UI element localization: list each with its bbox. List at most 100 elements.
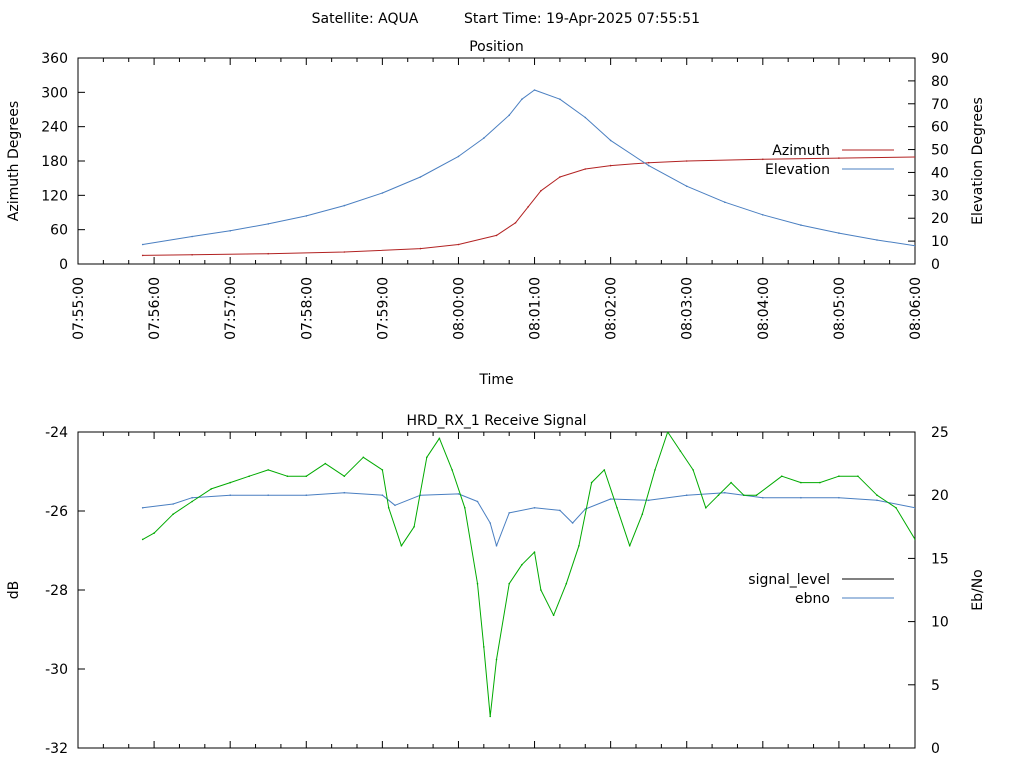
data-point <box>267 252 270 255</box>
data-point <box>743 494 745 497</box>
y2-tick-label: 80 <box>931 74 949 90</box>
data-point <box>762 158 764 161</box>
series-line-Azimuth <box>142 156 915 256</box>
data-point <box>267 223 270 225</box>
data-point <box>895 507 897 509</box>
data-point <box>508 512 511 514</box>
data-point <box>476 500 479 503</box>
data-point <box>876 499 878 502</box>
data-point <box>914 244 915 247</box>
data-point <box>565 582 568 585</box>
data-point <box>584 116 587 119</box>
y-tick-label: -28 <box>45 583 68 599</box>
y2-tick-label: 15 <box>931 551 949 567</box>
data-point <box>647 499 650 502</box>
x-tick-label: 08:01:00 <box>528 277 544 340</box>
legend-label: Azimuth <box>772 143 830 159</box>
data-point <box>838 475 840 478</box>
legend-label: signal_level <box>748 572 830 588</box>
data-point <box>578 545 580 547</box>
data-point <box>394 504 396 507</box>
data-point <box>483 137 485 139</box>
legend-label: ebno <box>795 591 830 607</box>
data-point <box>419 176 422 178</box>
data-point <box>286 475 289 478</box>
data-point <box>514 222 517 224</box>
data-point <box>419 247 422 250</box>
data-point <box>838 232 840 234</box>
y2-axis-label: Eb/No <box>970 569 986 611</box>
data-point <box>730 481 732 484</box>
data-point <box>305 475 308 478</box>
data-point <box>590 481 593 484</box>
data-point <box>533 551 536 553</box>
data-point <box>413 526 415 528</box>
data-point <box>521 563 523 566</box>
x-axis-label: Time <box>478 372 513 388</box>
series-line-ebno <box>142 492 915 547</box>
x-tick-label: 08:00:00 <box>451 277 467 340</box>
data-point <box>495 234 498 237</box>
x-tick-label: 07:56:00 <box>147 277 163 340</box>
data-point <box>305 494 308 497</box>
data-point <box>508 582 511 585</box>
data-point <box>685 494 688 497</box>
series-line-Elevation <box>142 89 915 247</box>
data-point <box>489 715 492 718</box>
x-tick-label: 08:02:00 <box>604 277 620 340</box>
data-point <box>381 469 384 471</box>
data-point <box>533 89 536 91</box>
y2-tick-label: 30 <box>931 188 949 204</box>
chart-title: HRD_RX_1 Receive Signal <box>407 413 587 429</box>
position-chart: Position 0 60 120 180 240 300 360 0 10 20 30 40 50 60 7… <box>6 39 986 388</box>
data-point <box>692 469 694 471</box>
y2-tick-label: 5 <box>931 678 940 694</box>
data-point <box>755 494 758 497</box>
x-tick-label: 08:03:00 <box>680 277 696 340</box>
data-point <box>457 493 460 495</box>
data-point <box>141 507 144 509</box>
x-tick-label: 07:57:00 <box>223 277 239 340</box>
data-point <box>666 432 669 433</box>
plot-frame <box>77 57 916 265</box>
data-point <box>838 496 840 499</box>
y2-tick-label: 70 <box>931 97 949 113</box>
data-point <box>540 589 542 591</box>
series-line-unnamed-2 <box>142 432 915 717</box>
data-point <box>876 494 878 497</box>
data-point <box>343 204 346 207</box>
x-tick-label: 07:55:00 <box>71 277 87 340</box>
data-point <box>527 206 529 208</box>
y2-axis-label: Elevation Degrees <box>970 97 986 225</box>
y2-tick-label: 20 <box>931 488 949 504</box>
data-point <box>559 509 561 512</box>
data-point <box>819 481 821 484</box>
data-point <box>267 494 270 497</box>
x-tick-label: 08:06:00 <box>908 277 924 340</box>
data-point <box>762 496 764 499</box>
y2-tick-label: 20 <box>931 211 949 227</box>
data-point <box>552 614 555 617</box>
y-tick-label: -32 <box>45 741 68 757</box>
x-tick-label: 08:05:00 <box>832 277 848 340</box>
data-point <box>609 498 612 500</box>
series-group <box>141 89 915 257</box>
y2-tick-label: 0 <box>931 257 940 273</box>
data-point <box>457 243 460 246</box>
x-tick-label: 07:58:00 <box>299 277 315 340</box>
data-point <box>305 215 308 217</box>
data-point <box>451 469 453 471</box>
data-point <box>559 176 561 178</box>
y2-tick-label: 10 <box>931 234 949 250</box>
y2-tick-label: 60 <box>931 120 949 136</box>
y-tick-label: 120 <box>41 188 68 204</box>
data-point <box>685 160 688 162</box>
data-point <box>533 507 536 509</box>
data-point <box>724 201 726 203</box>
data-point <box>603 469 606 471</box>
data-point <box>495 658 498 661</box>
data-point <box>153 532 155 534</box>
data-point <box>489 522 492 524</box>
data-point <box>141 538 144 541</box>
y-tick-label: 240 <box>41 120 68 136</box>
